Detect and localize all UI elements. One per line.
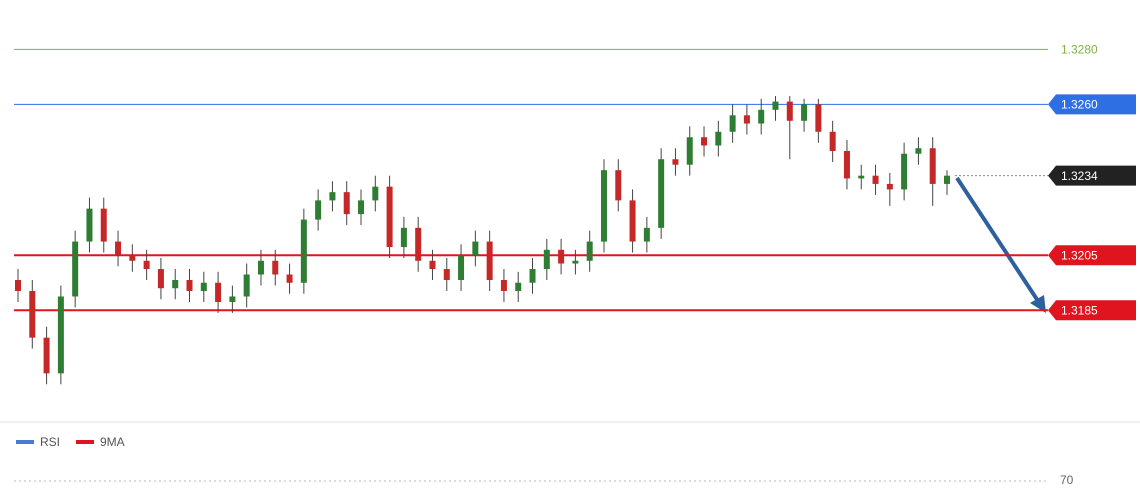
candle-body [829,131,836,151]
candle-body [257,260,264,275]
candle-body [300,219,307,283]
legend-label: RSI [40,435,60,449]
candle-body [157,269,164,289]
level-label: 1.3205 [1061,248,1098,262]
candle-body [672,159,679,165]
level-label: 1.3280 [1061,43,1098,57]
candle-body [915,148,922,154]
level-label: 1.3234 [1061,169,1098,183]
candle-body [129,255,136,261]
candle-body [944,175,950,184]
candle-body [400,227,407,248]
legend-swatch [76,440,94,444]
candle-body [572,260,579,264]
arrow-head [1030,295,1046,313]
candle-body [115,241,122,256]
candle-body [772,101,779,110]
candle-body [329,192,336,201]
candle-body [272,260,279,275]
trend-arrow [955,176,1042,306]
candle-body [815,104,822,132]
candle-body [172,280,179,289]
candle-body [686,137,693,165]
candle-body [486,241,493,280]
candle-body [72,241,79,297]
candle-body [886,183,893,190]
candle-body [57,296,64,374]
candle-body [801,104,808,121]
candle-body [358,200,365,215]
candle-body [415,227,422,261]
candle-body [229,296,236,302]
level-label-box [1048,300,1136,321]
candle-body [343,192,350,215]
level-label-box [1048,94,1136,115]
level-label: 1.3260 [1061,97,1098,111]
candle-body [529,269,536,283]
candle-body [243,274,250,297]
candle-body [858,175,865,179]
legend-swatch [16,440,34,444]
legend-label: 9MA [100,435,125,449]
candle-body [615,170,622,201]
candle-body [729,115,736,132]
candle-body [872,175,879,184]
candle-body [29,290,36,338]
candle-body [200,282,207,291]
candle-body [629,200,636,242]
candle-body [372,186,379,201]
candle-body [215,282,222,302]
candle-body [586,241,593,261]
candle-body [443,269,450,280]
level-label-box [1048,245,1136,266]
candle-body [315,200,322,220]
candle-body [472,241,479,256]
candle-body [701,137,708,146]
candle-body [843,150,850,179]
candle-body [86,208,93,242]
candle-body [929,148,936,184]
candle-body [500,280,507,291]
candle-body [186,280,193,291]
candle-body [43,337,50,374]
candle-body [558,249,565,264]
level-label: 1.3185 [1061,303,1098,317]
candle-body [386,186,393,248]
candle-body [901,153,908,190]
candle-body [429,260,436,270]
candle-body [15,280,21,291]
candle-body [658,159,665,228]
candle-body [458,255,465,280]
level-label-box [1048,165,1136,186]
candle-body [143,260,150,270]
candle-body [786,101,793,121]
candle-body [543,249,550,270]
candle-body [515,282,522,291]
y-tick-label: 70 [1060,473,1074,487]
candle-body [715,131,722,146]
candle-body [643,227,650,242]
candle-body [743,115,750,124]
candle-body [600,170,607,242]
candle-body [286,274,293,283]
candle-body [100,208,107,242]
candle-body [758,109,765,124]
